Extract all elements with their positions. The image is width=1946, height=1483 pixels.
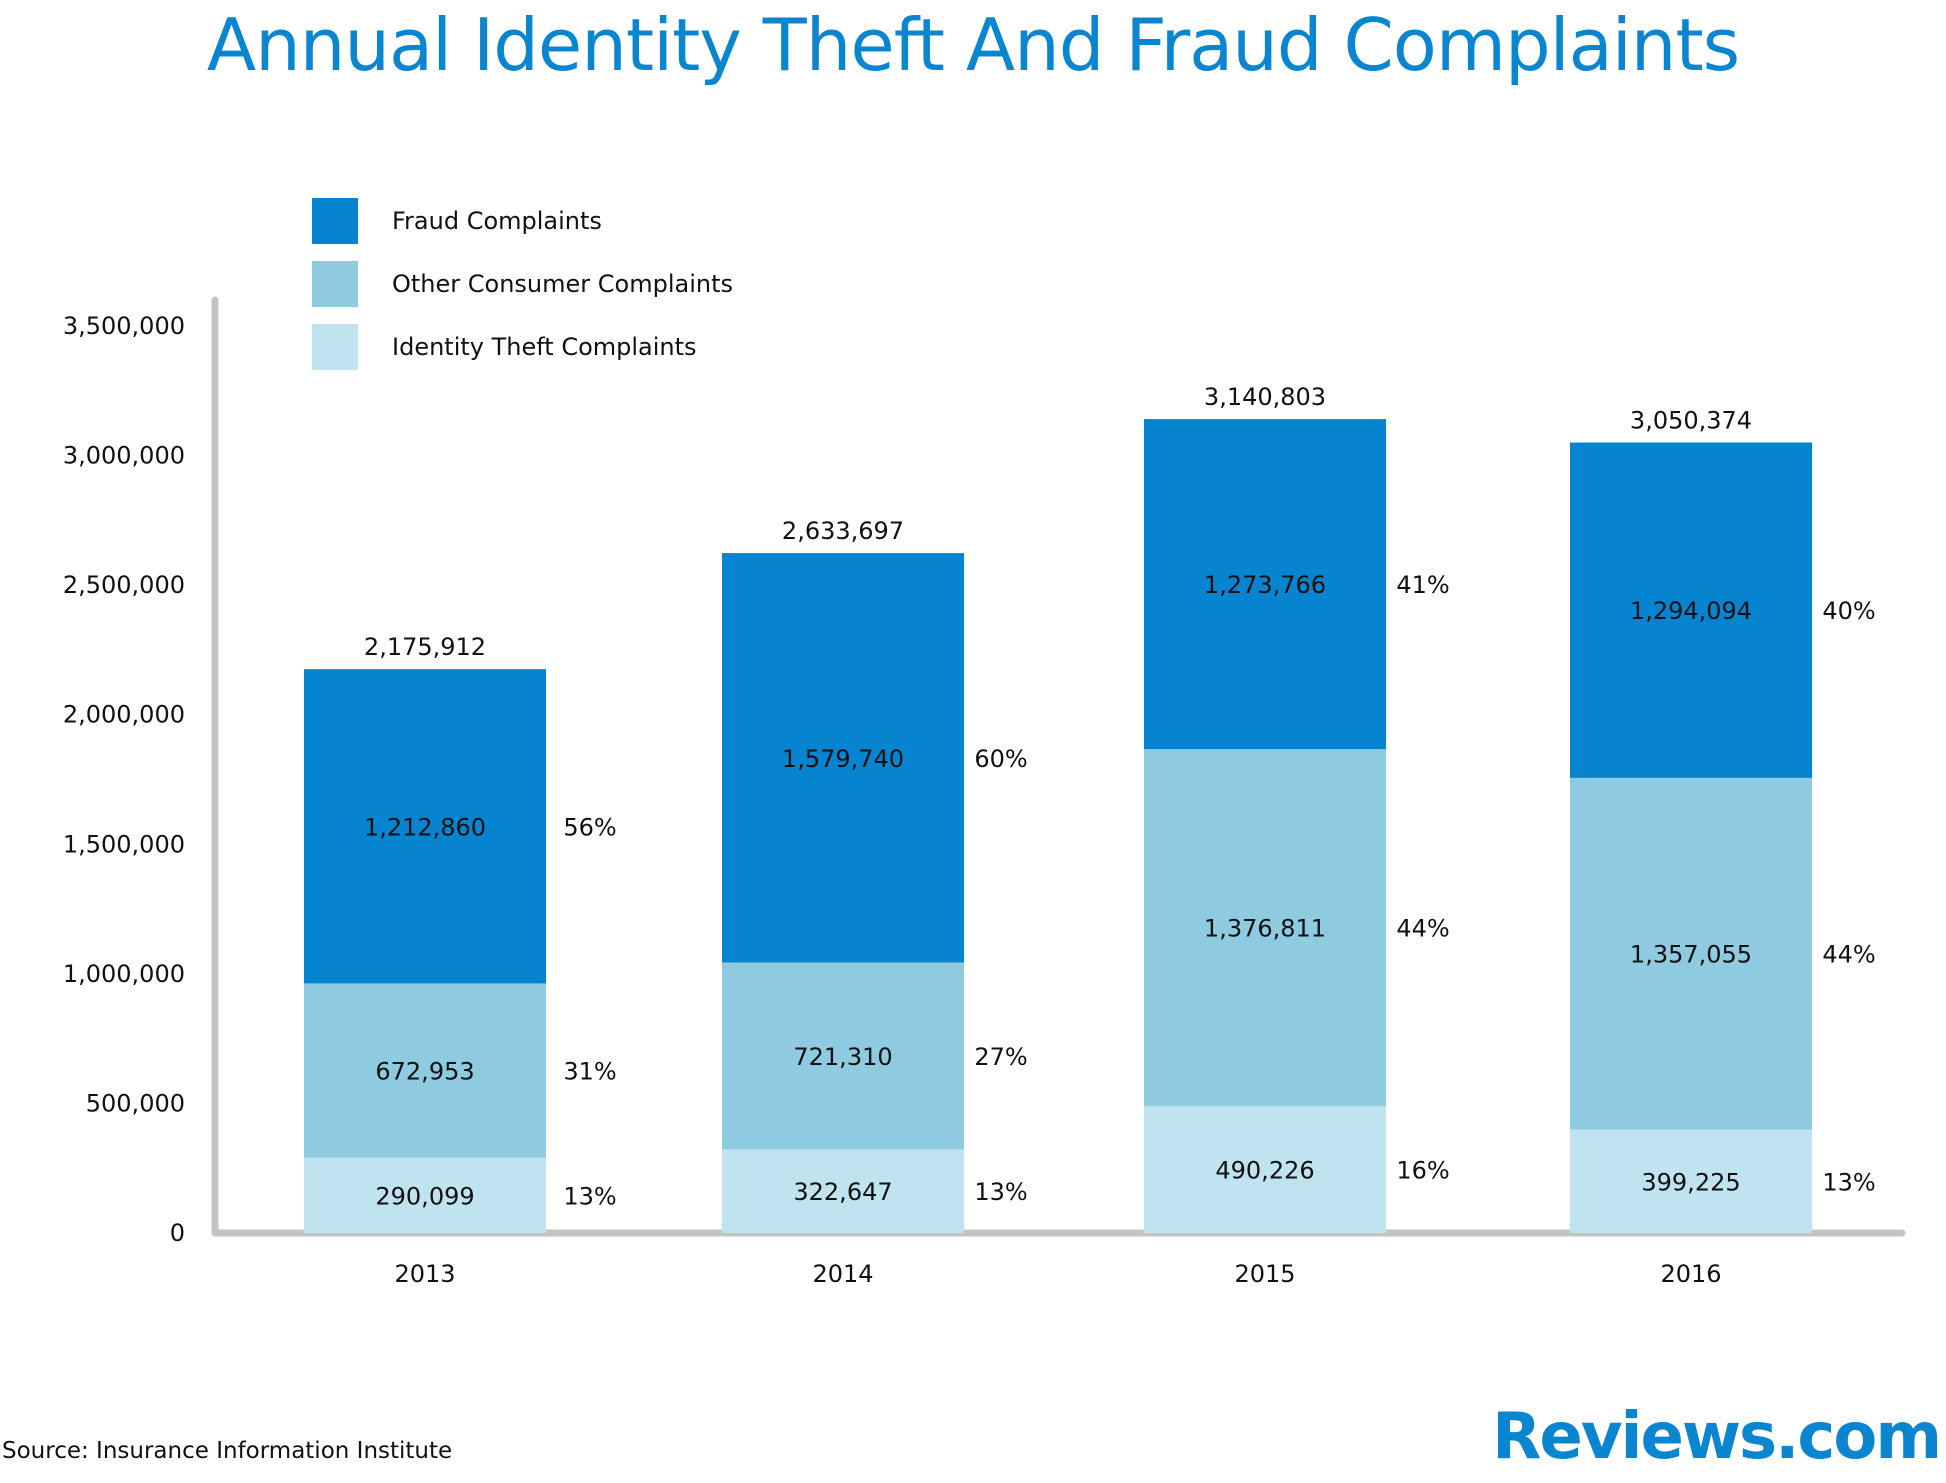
bar-value-label: 290,099	[375, 1182, 474, 1210]
bar-percent-label: 40%	[1822, 597, 1875, 625]
bar-percent-label: 60%	[974, 745, 1027, 773]
bar-percent-label: 13%	[1822, 1168, 1875, 1196]
chart-title: Annual Identity Theft And Fraud Complain…	[206, 3, 1740, 87]
chart-legend: Fraud Complaints Other Consumer Complaint…	[312, 198, 733, 370]
bar-percent-label: 44%	[1822, 941, 1875, 969]
bar-segment	[304, 669, 546, 984]
bar-total-label: 3,140,803	[1204, 383, 1326, 411]
y-tick-label: 1,000,000	[63, 960, 185, 988]
y-tick-label: 2,000,000	[63, 701, 185, 729]
legend-label: Identity Theft Complaints	[392, 333, 697, 361]
bar-segment	[722, 962, 964, 1150]
bar-value-label: 672,953	[375, 1058, 474, 1086]
legend-swatch	[312, 324, 358, 370]
x-tick-label: 2016	[1660, 1260, 1721, 1288]
bar-segment	[1570, 1129, 1812, 1233]
bar-percent-label: 41%	[1396, 571, 1449, 599]
bar-value-label: 1,294,094	[1630, 597, 1752, 625]
bar-value-label: 1,357,055	[1630, 941, 1752, 969]
y-tick-label: 3,500,000	[63, 312, 185, 340]
bar-segment	[1144, 1105, 1386, 1233]
bar-value-label: 1,579,740	[782, 745, 904, 773]
x-tick-label: 2014	[812, 1260, 873, 1288]
x-tick-label: 2015	[1234, 1260, 1295, 1288]
chart-bars	[304, 419, 1812, 1233]
source-note: Source: Insurance Information Institute	[2, 1438, 453, 1464]
legend-swatch	[312, 261, 358, 307]
bar-segment	[304, 1157, 546, 1233]
bar-value-label: 399,225	[1641, 1168, 1740, 1196]
bar-value-label: 490,226	[1215, 1156, 1314, 1184]
y-tick-label: 3,000,000	[63, 442, 185, 470]
bar-value-label: 1,212,860	[364, 813, 486, 841]
x-tick-label: 2013	[394, 1260, 455, 1288]
bar-value-label: 1,376,811	[1204, 915, 1326, 943]
bar-segment	[1570, 442, 1812, 778]
bar-percent-label: 31%	[563, 1058, 616, 1086]
bar-total-label: 2,633,697	[782, 517, 904, 545]
y-tick-label: 1,500,000	[63, 830, 185, 858]
bar-segment	[722, 553, 964, 963]
bar-percent-label: 44%	[1396, 915, 1449, 943]
bar-percent-label: 13%	[563, 1182, 616, 1210]
bar-percent-label: 56%	[563, 813, 616, 841]
chart-labels: 290,099 13% 672,953 31% 1,212,860 56% 2,175,91…	[364, 383, 1876, 1288]
brand-logo: Reviews.com	[1492, 1400, 1942, 1474]
bar-value-label: 322,647	[793, 1178, 892, 1206]
bar-segment	[1570, 777, 1812, 1130]
bar-total-label: 3,050,374	[1630, 407, 1752, 435]
bar-value-label: 1,273,766	[1204, 571, 1326, 599]
bar-percent-label: 27%	[974, 1043, 1027, 1071]
bar-segment	[722, 1149, 964, 1233]
y-tick-label: 0	[170, 1219, 185, 1247]
bar-percent-label: 13%	[974, 1178, 1027, 1206]
y-tick-label: 500,000	[86, 1089, 185, 1117]
y-tick-label: 2,500,000	[63, 571, 185, 599]
legend-swatch	[312, 198, 358, 244]
legend-label: Fraud Complaints	[392, 207, 602, 235]
legend-label: Other Consumer Complaints	[392, 270, 733, 298]
bar-value-label: 721,310	[793, 1043, 892, 1071]
bar-total-label: 2,175,912	[364, 633, 486, 661]
bar-percent-label: 16%	[1396, 1156, 1449, 1184]
bar-segment	[304, 983, 546, 1158]
bar-segment	[1144, 749, 1386, 1106]
bar-segment	[1144, 419, 1386, 750]
